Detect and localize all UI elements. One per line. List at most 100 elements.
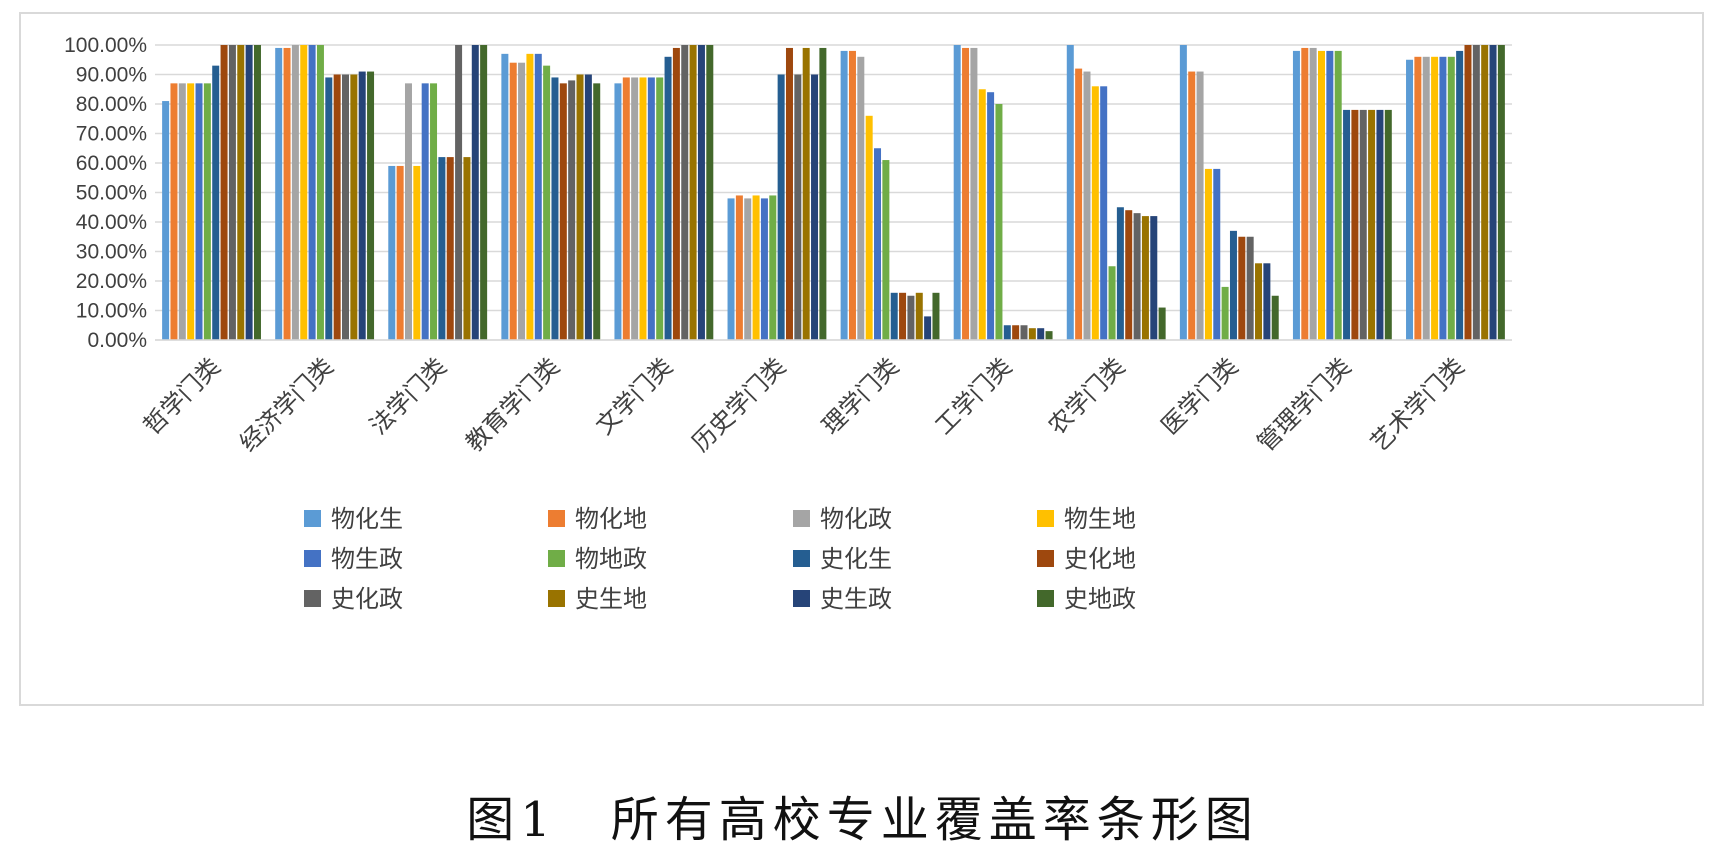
legend-swatch: [548, 590, 565, 607]
bar-4-3: [639, 77, 647, 340]
bar-8-1: [1075, 68, 1083, 340]
bar-4-8: [681, 45, 689, 340]
bar-1-7: [333, 74, 341, 340]
bar-4-9: [689, 45, 697, 340]
bar-0-2: [178, 83, 186, 340]
bar-1-0: [275, 47, 283, 340]
bar-1-1: [283, 47, 291, 340]
bar-0-1: [170, 83, 178, 340]
bar-9-6: [1229, 230, 1237, 340]
x-tick-label: 艺术学门类: [1365, 352, 1470, 457]
bar-0-6: [212, 65, 220, 341]
figure-caption: 图1 所有高校专业覆盖率条形图: [466, 792, 1259, 848]
bar-0-3: [187, 83, 195, 340]
x-tick-label: 法学门类: [364, 352, 452, 440]
bar-1-11: [367, 71, 375, 341]
bar-5-10: [811, 74, 819, 340]
bar-11-7: [1464, 45, 1472, 340]
y-tick-label: 100.00%: [64, 34, 147, 57]
bar-7-10: [1037, 328, 1045, 340]
bar-9-8: [1246, 236, 1254, 340]
bar-8-2: [1083, 71, 1091, 341]
bar-3-0: [501, 53, 509, 340]
y-tick-label: 30.00%: [76, 241, 147, 264]
bar-8-6: [1116, 207, 1124, 340]
bar-4-7: [672, 47, 680, 340]
bar-3-8: [568, 80, 576, 341]
bar-4-1: [622, 77, 630, 340]
bar-6-7: [899, 292, 907, 340]
y-tick-label: 60.00%: [76, 152, 147, 175]
bar-3-1: [509, 62, 517, 340]
bar-0-10: [245, 45, 253, 340]
bar-8-4: [1100, 86, 1108, 340]
legend-label: 物生政: [331, 545, 403, 573]
x-tick-label: 文学门类: [590, 352, 678, 440]
bar-2-6: [438, 157, 446, 340]
bar-10-6: [1343, 109, 1351, 341]
legend-label: 物化地: [575, 505, 647, 533]
x-tick-label: 工学门类: [930, 352, 1018, 440]
bar-1-3: [300, 45, 308, 340]
bar-7-7: [1012, 325, 1020, 340]
bar-2-0: [388, 165, 396, 340]
x-tick-label: 哲学门类: [138, 352, 226, 440]
bar-7-9: [1028, 328, 1036, 340]
bar-10-9: [1368, 109, 1376, 341]
bar-3-7: [559, 83, 567, 340]
bar-8-11: [1158, 307, 1166, 340]
bar-4-0: [614, 83, 622, 340]
bar-10-4: [1326, 50, 1334, 341]
bar-7-0: [953, 45, 961, 340]
bar-9-11: [1271, 295, 1279, 340]
bar-7-11: [1045, 331, 1053, 340]
bar-3-11: [593, 83, 601, 340]
bar-6-8: [907, 295, 915, 340]
bars: [162, 45, 1505, 341]
y-tick-label: 70.00%: [76, 123, 147, 146]
bar-0-8: [228, 45, 236, 340]
bar-10-5: [1334, 50, 1342, 341]
y-tick-label: 0.00%: [87, 329, 147, 352]
bar-9-4: [1213, 168, 1221, 340]
bar-4-5: [656, 77, 664, 340]
bar-6-3: [865, 115, 873, 340]
bar-11-10: [1489, 45, 1497, 340]
bar-4-10: [697, 45, 705, 340]
bar-1-5: [316, 45, 324, 340]
bar-3-2: [518, 62, 526, 340]
legend-label: 史化生: [820, 545, 892, 573]
bar-11-6: [1456, 50, 1464, 341]
x-tick-label: 医学门类: [1156, 352, 1244, 440]
bar-3-5: [543, 65, 551, 341]
bar-2-2: [404, 83, 412, 340]
bar-0-11: [253, 45, 261, 340]
bar-8-0: [1066, 45, 1074, 340]
legend-swatch: [1037, 590, 1054, 607]
bar-0-4: [195, 83, 203, 340]
legend-swatch: [793, 510, 810, 527]
bar-2-9: [463, 157, 471, 340]
bar-8-8: [1133, 213, 1141, 340]
bar-1-2: [291, 45, 299, 340]
y-tick-label: 10.00%: [76, 300, 147, 323]
y-tick-label: 20.00%: [76, 270, 147, 293]
bar-3-9: [576, 74, 584, 340]
legend-label: 史地政: [1064, 585, 1136, 613]
bar-7-2: [970, 47, 978, 340]
legend-swatch: [1037, 510, 1054, 527]
bar-3-10: [584, 74, 592, 340]
bar-9-5: [1221, 286, 1229, 340]
x-tick-label: 教育学门类: [460, 352, 565, 457]
bar-7-8: [1020, 325, 1028, 340]
bar-7-6: [1003, 325, 1011, 340]
y-tick-label: 40.00%: [76, 211, 147, 234]
x-tick-label: 理学门类: [817, 352, 905, 440]
bar-2-10: [471, 45, 479, 340]
legend-label: 史生政: [820, 585, 892, 613]
legend-label: 物生地: [1064, 505, 1136, 533]
bar-5-3: [752, 195, 760, 340]
bar-4-2: [631, 77, 639, 340]
legend-label: 史化政: [331, 585, 403, 613]
bar-10-1: [1301, 47, 1309, 340]
